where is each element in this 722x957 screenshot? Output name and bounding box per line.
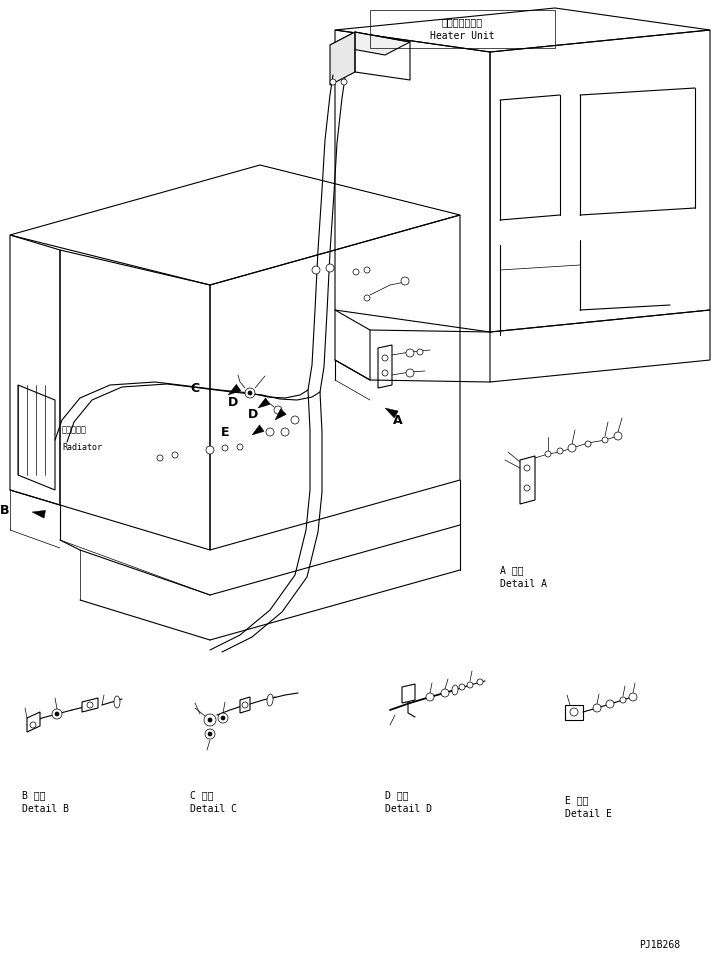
Circle shape: [417, 349, 423, 355]
Ellipse shape: [267, 694, 273, 706]
Text: Detail E: Detail E: [565, 809, 612, 819]
Ellipse shape: [114, 696, 120, 708]
Circle shape: [568, 444, 576, 452]
Text: A: A: [393, 413, 403, 427]
Circle shape: [401, 277, 409, 285]
Ellipse shape: [452, 685, 458, 695]
Polygon shape: [32, 510, 45, 518]
Text: ヒータユニット: ヒータユニット: [441, 17, 482, 27]
Text: Detail B: Detail B: [22, 804, 69, 814]
Circle shape: [291, 416, 299, 424]
Text: B 詳細: B 詳細: [22, 790, 45, 800]
Circle shape: [55, 712, 59, 716]
Circle shape: [30, 722, 36, 728]
Text: Detail D: Detail D: [385, 804, 432, 814]
Circle shape: [364, 295, 370, 301]
Text: A 詳細: A 詳細: [500, 565, 523, 575]
Circle shape: [426, 693, 434, 701]
Circle shape: [585, 441, 591, 447]
Text: PJ1B268: PJ1B268: [639, 940, 680, 950]
Circle shape: [172, 452, 178, 458]
Circle shape: [205, 729, 215, 739]
Circle shape: [620, 697, 626, 703]
Polygon shape: [385, 408, 399, 418]
Circle shape: [524, 485, 530, 491]
Circle shape: [218, 713, 228, 723]
Circle shape: [602, 437, 608, 443]
Circle shape: [545, 451, 551, 457]
Circle shape: [341, 79, 347, 85]
Circle shape: [477, 679, 483, 685]
Polygon shape: [330, 32, 355, 85]
Polygon shape: [258, 398, 270, 408]
Circle shape: [157, 455, 163, 461]
Circle shape: [312, 266, 320, 274]
Circle shape: [406, 369, 414, 377]
Circle shape: [208, 718, 212, 722]
Circle shape: [593, 704, 601, 712]
Polygon shape: [252, 425, 264, 435]
Bar: [370, 10, 555, 48]
Circle shape: [237, 444, 243, 450]
Circle shape: [467, 682, 473, 688]
Circle shape: [614, 432, 622, 440]
Circle shape: [364, 267, 370, 273]
Circle shape: [382, 355, 388, 361]
Circle shape: [382, 370, 388, 376]
Text: C: C: [191, 382, 199, 394]
Circle shape: [326, 264, 334, 272]
Circle shape: [274, 406, 282, 414]
Circle shape: [245, 388, 255, 398]
Circle shape: [87, 702, 93, 708]
Circle shape: [570, 708, 578, 716]
Circle shape: [459, 684, 465, 690]
Text: B: B: [0, 503, 10, 517]
Circle shape: [353, 269, 359, 275]
Circle shape: [222, 445, 228, 451]
Text: C 詳細: C 詳細: [190, 790, 214, 800]
Circle shape: [221, 716, 225, 720]
Polygon shape: [520, 456, 535, 504]
Text: E: E: [221, 426, 230, 438]
Polygon shape: [228, 385, 241, 395]
Text: E 詳細: E 詳細: [565, 795, 588, 805]
Text: Radiator: Radiator: [62, 442, 102, 452]
Circle shape: [208, 732, 212, 736]
Text: Detail C: Detail C: [190, 804, 237, 814]
Text: Detail A: Detail A: [500, 579, 547, 589]
Polygon shape: [330, 32, 410, 55]
Circle shape: [204, 714, 216, 726]
Circle shape: [248, 391, 252, 395]
Polygon shape: [565, 705, 583, 720]
Circle shape: [206, 446, 214, 454]
Circle shape: [242, 702, 248, 708]
Text: ラジエータ: ラジエータ: [62, 426, 87, 434]
Circle shape: [266, 428, 274, 436]
Circle shape: [281, 428, 289, 436]
Circle shape: [406, 349, 414, 357]
Circle shape: [606, 700, 614, 708]
Text: D: D: [248, 409, 258, 421]
Circle shape: [330, 79, 336, 85]
Polygon shape: [240, 697, 250, 713]
Circle shape: [52, 709, 62, 719]
Circle shape: [629, 693, 637, 701]
Text: D: D: [228, 395, 238, 409]
Polygon shape: [402, 684, 415, 703]
Circle shape: [557, 448, 563, 454]
Circle shape: [441, 689, 449, 697]
Text: Heater Unit: Heater Unit: [430, 31, 495, 41]
Text: D 詳細: D 詳細: [385, 790, 409, 800]
Polygon shape: [275, 409, 287, 420]
Polygon shape: [27, 712, 40, 732]
Circle shape: [524, 465, 530, 471]
Polygon shape: [82, 698, 98, 712]
